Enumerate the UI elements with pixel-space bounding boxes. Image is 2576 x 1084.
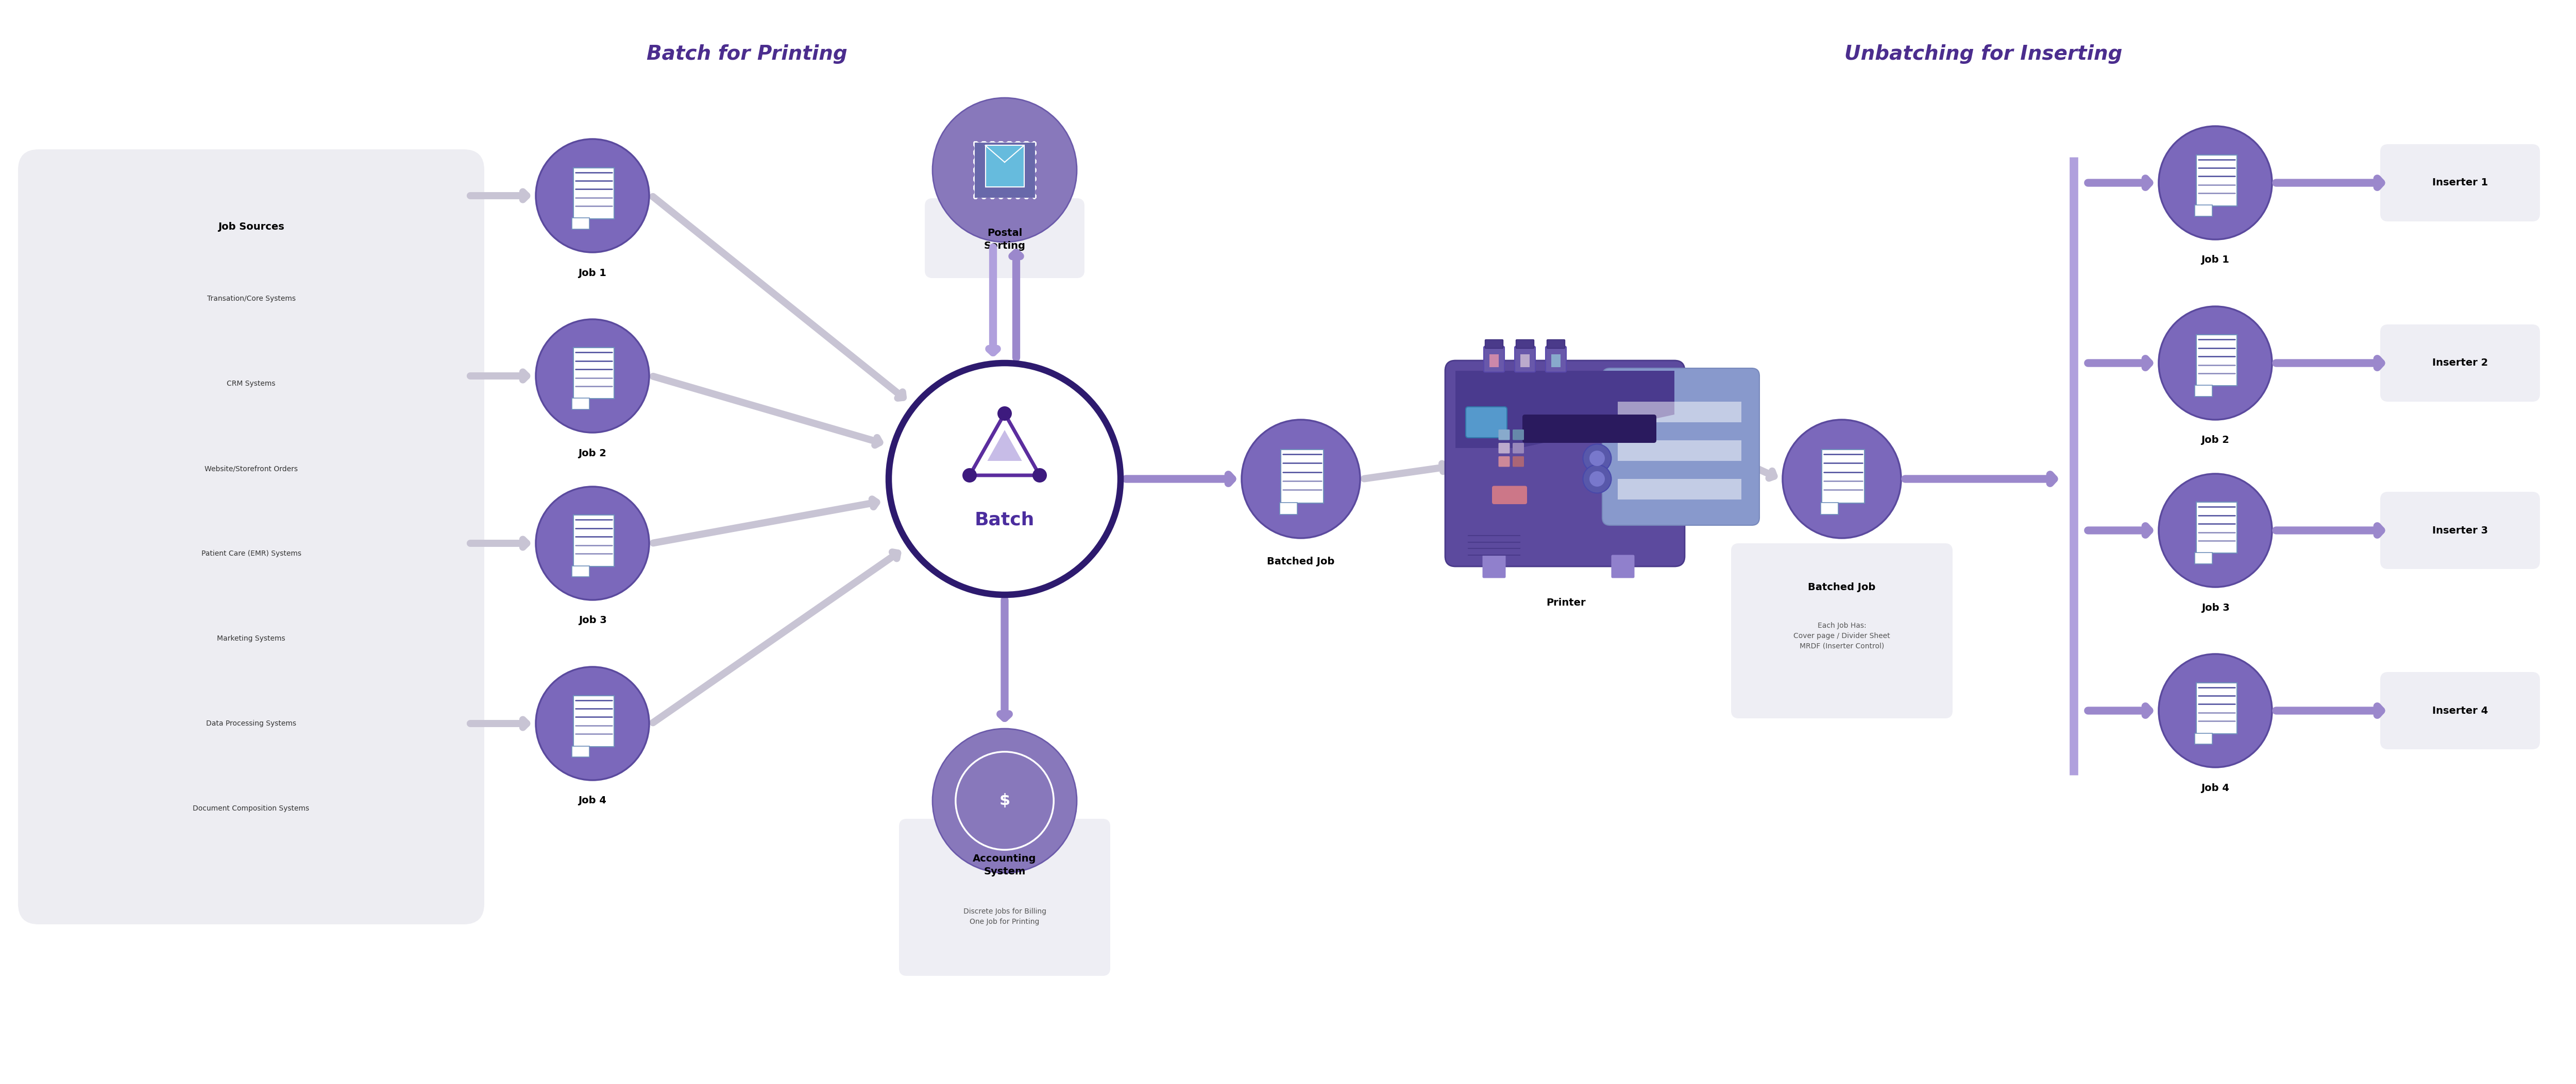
FancyBboxPatch shape bbox=[1512, 443, 1525, 453]
FancyBboxPatch shape bbox=[574, 515, 613, 566]
Text: Job 2: Job 2 bbox=[580, 449, 605, 459]
Circle shape bbox=[969, 189, 974, 195]
FancyBboxPatch shape bbox=[1280, 503, 1298, 514]
Circle shape bbox=[969, 163, 974, 169]
FancyBboxPatch shape bbox=[974, 142, 1036, 198]
FancyBboxPatch shape bbox=[1517, 339, 1535, 348]
Text: Inserter 1: Inserter 1 bbox=[2432, 178, 2488, 188]
Text: Job 1: Job 1 bbox=[2202, 255, 2228, 264]
Circle shape bbox=[1036, 137, 1041, 143]
FancyBboxPatch shape bbox=[572, 746, 590, 757]
FancyBboxPatch shape bbox=[2195, 553, 2213, 564]
Circle shape bbox=[1589, 472, 1605, 487]
Circle shape bbox=[969, 180, 974, 186]
FancyBboxPatch shape bbox=[1618, 440, 1741, 461]
Text: Website/Storefront Orders: Website/Storefront Orders bbox=[204, 465, 299, 473]
Text: Job 2: Job 2 bbox=[2202, 436, 2228, 446]
Polygon shape bbox=[1455, 371, 1674, 448]
FancyBboxPatch shape bbox=[1520, 354, 1530, 366]
Circle shape bbox=[1028, 136, 1033, 142]
Text: Inserter 3: Inserter 3 bbox=[2432, 526, 2488, 535]
FancyBboxPatch shape bbox=[1484, 555, 1507, 578]
Circle shape bbox=[1036, 136, 1043, 142]
Circle shape bbox=[1010, 136, 1018, 142]
FancyBboxPatch shape bbox=[2380, 492, 2540, 569]
FancyBboxPatch shape bbox=[1445, 361, 1685, 567]
FancyBboxPatch shape bbox=[1499, 456, 1510, 467]
Circle shape bbox=[1036, 154, 1041, 160]
Circle shape bbox=[2159, 474, 2272, 588]
FancyBboxPatch shape bbox=[1546, 346, 1566, 372]
FancyBboxPatch shape bbox=[1821, 503, 1839, 514]
FancyBboxPatch shape bbox=[2380, 672, 2540, 749]
Circle shape bbox=[1020, 136, 1025, 142]
Text: Batch for Printing: Batch for Printing bbox=[647, 44, 848, 64]
FancyBboxPatch shape bbox=[572, 566, 590, 577]
Circle shape bbox=[1242, 420, 1360, 538]
FancyBboxPatch shape bbox=[987, 145, 1025, 186]
Circle shape bbox=[2159, 307, 2272, 420]
Text: Job Sources: Job Sources bbox=[219, 222, 283, 232]
Circle shape bbox=[969, 136, 974, 142]
FancyBboxPatch shape bbox=[2195, 733, 2213, 745]
Text: CRM Systems: CRM Systems bbox=[227, 380, 276, 387]
FancyBboxPatch shape bbox=[1512, 429, 1525, 440]
FancyBboxPatch shape bbox=[1731, 543, 1953, 719]
FancyBboxPatch shape bbox=[1492, 486, 1528, 504]
Circle shape bbox=[933, 728, 1077, 873]
Text: Marketing Systems: Marketing Systems bbox=[216, 635, 286, 642]
FancyBboxPatch shape bbox=[1512, 456, 1525, 467]
Text: Batched Job: Batched Job bbox=[1808, 582, 1875, 592]
FancyBboxPatch shape bbox=[2197, 335, 2236, 386]
FancyBboxPatch shape bbox=[1486, 339, 1504, 348]
FancyBboxPatch shape bbox=[572, 398, 590, 410]
Circle shape bbox=[1589, 451, 1605, 466]
FancyBboxPatch shape bbox=[1548, 339, 1566, 348]
Circle shape bbox=[969, 154, 974, 160]
FancyBboxPatch shape bbox=[2195, 205, 2213, 217]
FancyBboxPatch shape bbox=[18, 150, 484, 925]
Circle shape bbox=[536, 667, 649, 780]
FancyBboxPatch shape bbox=[1821, 450, 1865, 503]
Circle shape bbox=[1036, 145, 1041, 152]
Text: Data Processing Systems: Data Processing Systems bbox=[206, 720, 296, 727]
Circle shape bbox=[1002, 197, 1010, 204]
Text: Job 4: Job 4 bbox=[2202, 783, 2228, 792]
FancyBboxPatch shape bbox=[1618, 479, 1741, 500]
Circle shape bbox=[963, 468, 976, 482]
Circle shape bbox=[1783, 420, 1901, 538]
Text: Accounting
System: Accounting System bbox=[974, 854, 1036, 877]
FancyBboxPatch shape bbox=[899, 818, 1110, 976]
Circle shape bbox=[1033, 468, 1046, 482]
Circle shape bbox=[2159, 126, 2272, 240]
Circle shape bbox=[1582, 465, 1613, 493]
Text: Printer: Printer bbox=[1546, 597, 1587, 607]
Text: Postal
Sorting: Postal Sorting bbox=[984, 228, 1025, 250]
FancyBboxPatch shape bbox=[1499, 443, 1510, 453]
Circle shape bbox=[969, 197, 974, 204]
Text: Batch: Batch bbox=[974, 512, 1036, 529]
Circle shape bbox=[1020, 197, 1025, 204]
Circle shape bbox=[997, 406, 1012, 421]
Text: Job 4: Job 4 bbox=[580, 796, 605, 805]
FancyBboxPatch shape bbox=[1613, 555, 1636, 578]
Circle shape bbox=[969, 171, 974, 178]
Circle shape bbox=[2159, 654, 2272, 767]
Circle shape bbox=[1036, 163, 1041, 169]
Circle shape bbox=[536, 139, 649, 253]
FancyBboxPatch shape bbox=[1280, 450, 1324, 503]
Text: Job 3: Job 3 bbox=[580, 616, 605, 625]
Circle shape bbox=[1036, 197, 1043, 204]
Circle shape bbox=[889, 363, 1121, 595]
Circle shape bbox=[976, 136, 984, 142]
Circle shape bbox=[1010, 197, 1018, 204]
Circle shape bbox=[1582, 444, 1613, 473]
Circle shape bbox=[994, 136, 999, 142]
FancyBboxPatch shape bbox=[2197, 683, 2236, 734]
Circle shape bbox=[1028, 197, 1033, 204]
Circle shape bbox=[536, 320, 649, 433]
Text: Transation/Core Systems: Transation/Core Systems bbox=[206, 295, 296, 302]
Circle shape bbox=[969, 137, 974, 143]
Text: Unbatching for Inserting: Unbatching for Inserting bbox=[1844, 44, 2123, 64]
